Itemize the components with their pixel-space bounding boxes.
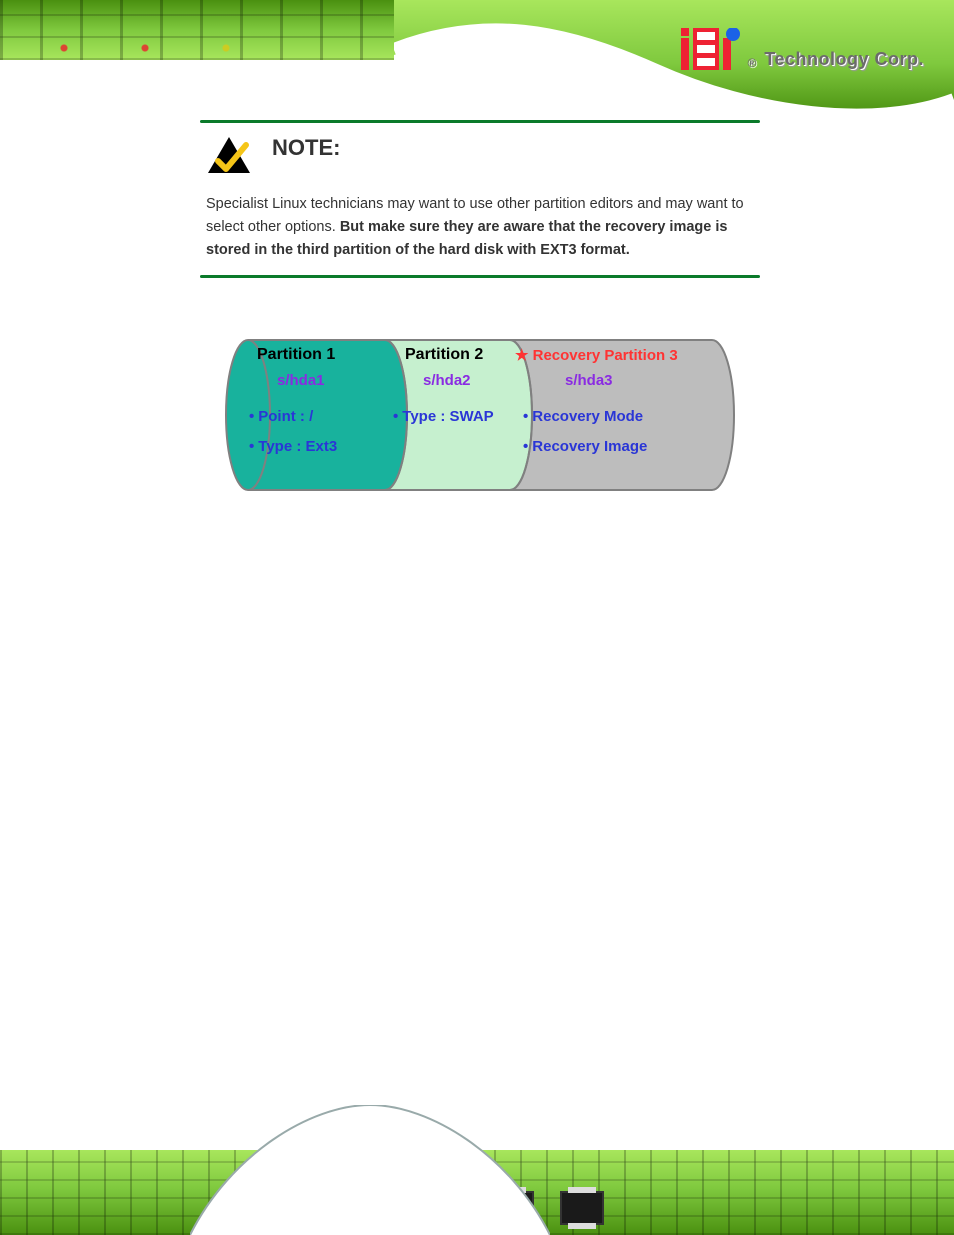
top-banner: ® Technology Corp.: [0, 0, 954, 130]
rule-top: [200, 120, 760, 123]
note-block: NOTE:: [206, 135, 760, 175]
brand-name: Technology Corp.: [764, 49, 924, 70]
note-body: Specialist Linux technicians may want to…: [206, 193, 760, 263]
p2-item-0: Type : SWAP: [393, 408, 494, 425]
note-title: NOTE:: [272, 135, 340, 161]
p3-title: Recovery Partition 3: [533, 347, 678, 364]
bottom-banner: [0, 1105, 954, 1235]
p1-title: Partition 1: [257, 346, 335, 364]
warning-check-icon: [206, 135, 252, 175]
star-icon: ★: [515, 347, 533, 364]
chip-icons: [420, 1191, 604, 1225]
p3-title-wrap: ★ Recovery Partition 3: [515, 346, 678, 364]
iei-logo-icon: [681, 28, 741, 70]
partition-cylinder-diagram: Partition 1 s/hda1 Point : / Type : Ext3…: [225, 328, 735, 503]
page-content: NOTE: Specialist Linux technicians may w…: [200, 120, 760, 503]
p3-name: s/hda3: [565, 372, 613, 389]
brand-registered: ®: [747, 56, 756, 70]
p2-name: s/hda2: [423, 372, 471, 389]
p2-title: Partition 2: [405, 346, 483, 364]
p1-item-1: Type : Ext3: [249, 438, 337, 455]
p1-item-0: Point : /: [249, 408, 313, 425]
p3-item-1: Recovery Image: [523, 438, 647, 455]
bottom-circuit-texture: [0, 1150, 954, 1235]
p3-item-0: Recovery Mode: [523, 408, 643, 425]
p1-name: s/hda1: [277, 372, 325, 389]
brand-logo: ® Technology Corp.: [681, 28, 924, 70]
